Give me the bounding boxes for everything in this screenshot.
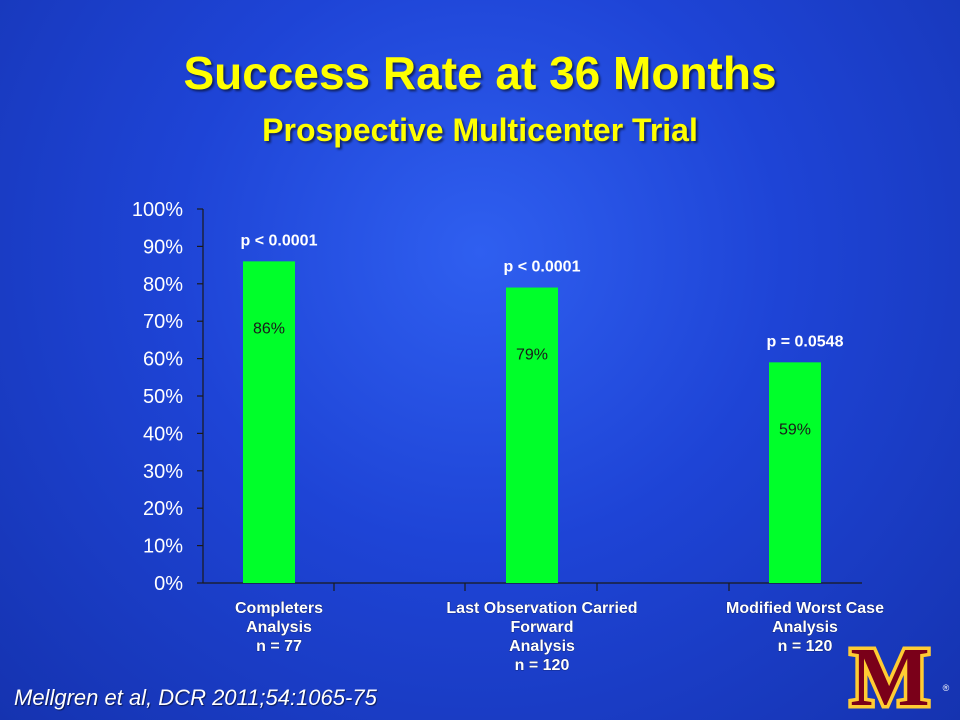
y-tick-label: 10% (143, 536, 183, 558)
x-category-label: n = 77 (256, 638, 302, 655)
x-category-label: n = 120 (515, 657, 570, 674)
logo-letter: M (850, 640, 929, 710)
bar (769, 362, 821, 583)
logo-outline: M (850, 640, 929, 710)
x-category-label: Last Observation Carried (446, 600, 637, 617)
x-category-label: Analysis (246, 619, 312, 636)
logo-registered-mark: ® (943, 683, 950, 693)
bar (506, 287, 558, 583)
y-tick-label: 100% (132, 199, 183, 221)
y-tick-label: 50% (143, 386, 183, 408)
y-tick-label: 30% (143, 461, 183, 483)
bar-value-label: 79% (516, 347, 548, 364)
citation: Mellgren et al, DCR 2011;54:1065-75 (14, 685, 377, 710)
x-category-label: Analysis (772, 619, 838, 636)
bar-value-label: 86% (253, 320, 285, 337)
p-value-annotation: p < 0.0001 (241, 232, 318, 249)
x-category-label: Modified Worst Case (726, 600, 884, 617)
y-tick-label: 70% (143, 311, 183, 333)
university-logo: M M ® (847, 640, 950, 710)
y-tick-label: 0% (154, 573, 183, 595)
y-tick-label: 60% (143, 349, 183, 371)
bar (243, 261, 295, 583)
y-tick-label: 20% (143, 498, 183, 520)
y-tick-label: 40% (143, 423, 183, 445)
p-value-annotation: p < 0.0001 (504, 259, 581, 276)
y-tick-label: 80% (143, 274, 183, 296)
x-category-label: n = 120 (778, 638, 833, 655)
p-value-annotation: p = 0.0548 (767, 333, 844, 350)
y-tick-label: 90% (143, 236, 183, 258)
bar-value-label: 59% (779, 421, 811, 438)
slide-title: Success Rate at 36 Months (183, 47, 777, 99)
slide-subtitle: Prospective Multicenter Trial (262, 112, 698, 148)
x-category-label: Completers (235, 600, 323, 617)
x-category-label: Forward (510, 619, 573, 636)
x-category-label: Analysis (509, 638, 575, 655)
